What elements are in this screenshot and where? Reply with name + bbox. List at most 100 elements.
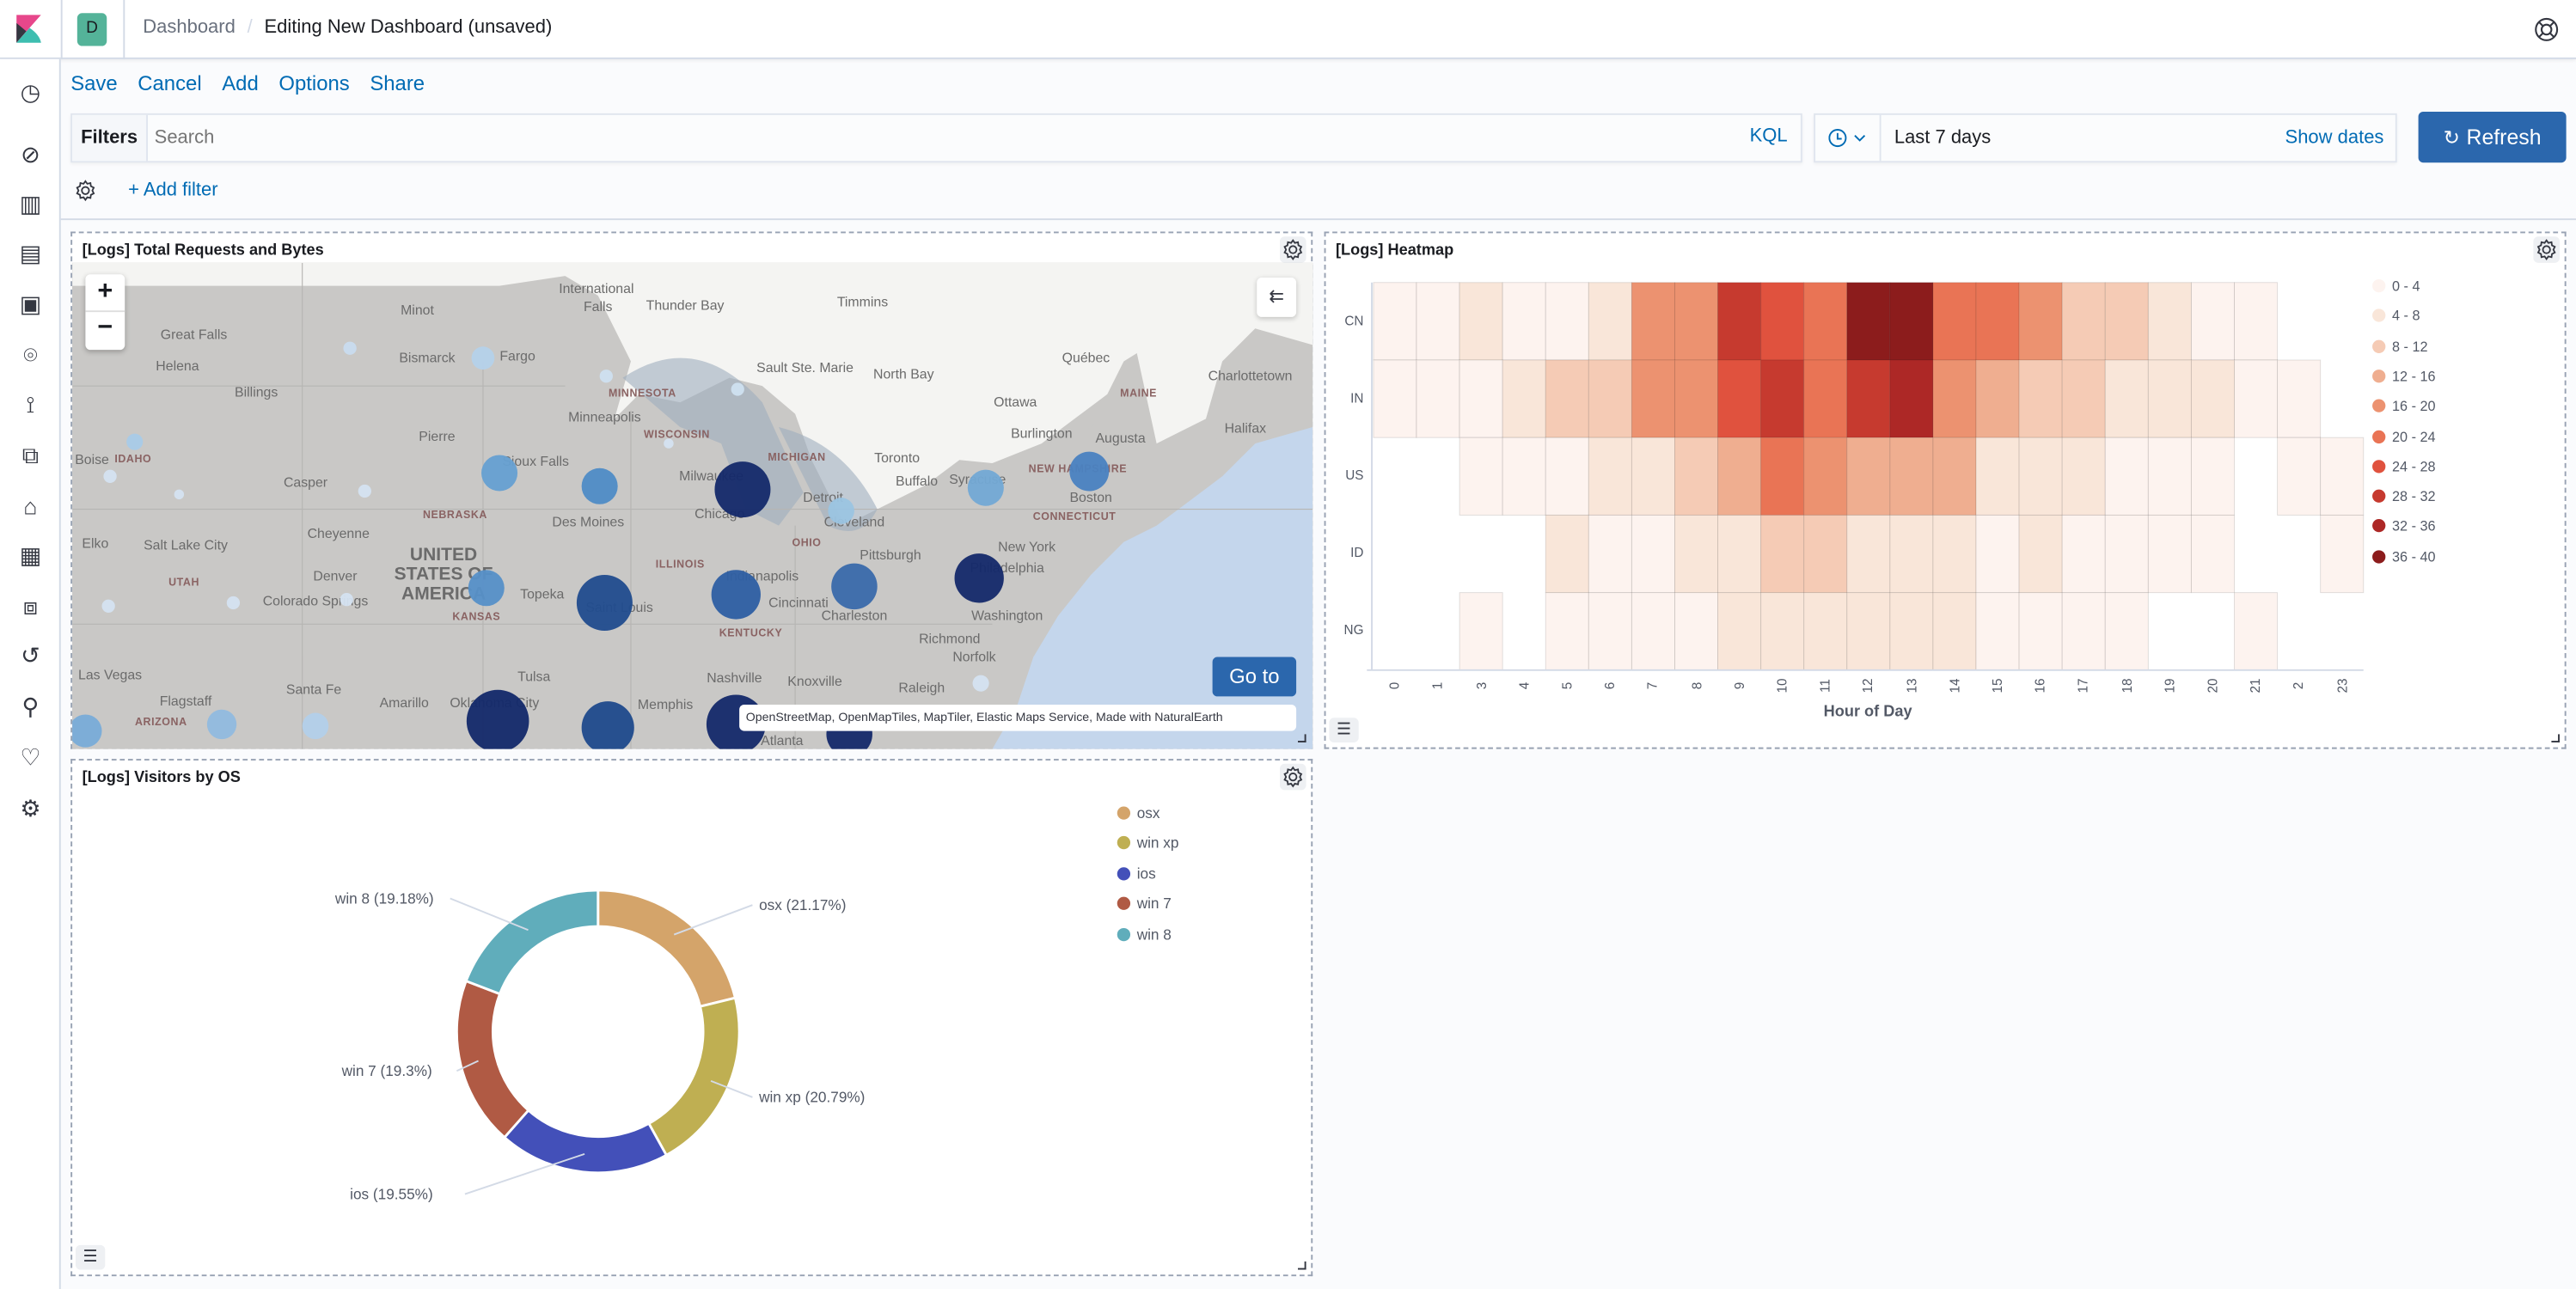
legend-toggle-icon[interactable]: ☰ [75, 1244, 106, 1270]
quick-menu-button[interactable] [1815, 114, 1882, 162]
map-data-point[interactable] [481, 455, 518, 492]
time-range[interactable]: Last 7 days [1894, 128, 1992, 149]
space-avatar[interactable]: D [76, 13, 107, 46]
apm-icon[interactable]: ⧈ [22, 593, 38, 620]
x-tick-label: 9 [1731, 681, 1747, 690]
legend-item[interactable]: 20 - 24 [2372, 428, 2436, 444]
legend-item[interactable]: 36 - 40 [2372, 548, 2436, 565]
options-button[interactable]: Options [278, 72, 350, 95]
map-data-point[interactable] [828, 498, 854, 524]
map-data-point[interactable] [664, 438, 674, 449]
map-data-point[interactable] [954, 553, 1004, 603]
add-button[interactable]: Add [222, 72, 259, 95]
map-data-point[interactable] [471, 346, 495, 370]
legend-swatch [2372, 278, 2386, 293]
map-city-label: Pittsburgh [860, 546, 921, 563]
panel-options-gear-icon[interactable] [1279, 236, 1306, 263]
map-city-label: Halifax [1224, 419, 1267, 437]
map-data-point[interactable] [466, 689, 529, 749]
machine-learning-icon[interactable]: ⟟ [26, 390, 35, 418]
legend-item[interactable]: win 7 [1117, 895, 1172, 912]
map-data-point[interactable] [103, 469, 117, 483]
x-tick-label: 8 [1688, 681, 1704, 690]
save-button[interactable]: Save [70, 72, 118, 95]
legend-item[interactable]: 32 - 36 [2372, 518, 2436, 535]
resize-handle[interactable] [1298, 734, 1306, 742]
layer-control-icon[interactable]: ⇇ [1257, 278, 1297, 317]
map-data-point[interactable] [468, 570, 505, 607]
map-data-point[interactable] [343, 341, 357, 355]
legend-item[interactable]: 28 - 32 [2372, 488, 2436, 504]
map-data-point[interactable] [831, 563, 878, 610]
zoom-in-button[interactable]: + [85, 274, 125, 313]
map-data-point[interactable] [581, 701, 634, 749]
discover-icon[interactable]: ⊘ [21, 141, 40, 168]
goto-button[interactable]: Go to [1212, 657, 1297, 697]
panel-options-gear-icon[interactable] [2533, 236, 2560, 263]
legend-toggle-icon[interactable]: ☰ [1329, 718, 1359, 742]
management-icon[interactable]: ⚙ [20, 795, 41, 822]
map-data-point[interactable] [206, 709, 237, 740]
visualize-icon[interactable]: ▥ [19, 190, 41, 217]
y-tick-label: CN [1344, 313, 1364, 328]
map-data-point[interactable] [731, 382, 744, 396]
map-data-point[interactable] [72, 714, 102, 748]
zoom-out-button[interactable]: − [97, 314, 113, 342]
share-button[interactable]: Share [370, 72, 425, 95]
maps-icon[interactable]: ⌾ [23, 341, 38, 369]
map-canvas[interactable]: Minot Great Falls Helena Billings Bismarck Fa… [72, 262, 1313, 749]
resize-handle[interactable] [1298, 1261, 1306, 1270]
refresh-button[interactable]: ↻ Refresh [2418, 111, 2567, 163]
legend-item[interactable]: 12 - 16 [2372, 368, 2436, 384]
map-data-point[interactable] [972, 675, 989, 692]
cancel-button[interactable]: Cancel [138, 72, 202, 95]
monitoring-icon[interactable]: ♡ [20, 743, 41, 771]
kibana-logo[interactable] [16, 15, 43, 44]
canvas-icon[interactable]: ▣ [19, 290, 41, 317]
graph-icon[interactable]: ⧉ [21, 442, 39, 468]
map-data-point[interactable] [302, 712, 329, 740]
legend-label: win 7 [1136, 895, 1172, 913]
map-data-point[interactable] [174, 489, 185, 500]
map-data-point[interactable] [226, 596, 241, 610]
dashboard-icon[interactable]: ▤ [19, 240, 41, 266]
map-data-point[interactable] [340, 593, 353, 607]
search-input[interactable] [154, 119, 1633, 156]
map-data-point[interactable] [581, 467, 618, 504]
map-data-point[interactable] [599, 370, 613, 383]
legend-item[interactable]: 16 - 20 [2372, 398, 2436, 414]
help-icon[interactable] [2533, 16, 2560, 43]
clock-icon[interactable]: ◷ [20, 78, 41, 106]
legend-item[interactable]: 8 - 12 [2372, 338, 2428, 354]
top-header: D Dashboard / Editing New Dashboard (uns… [0, 0, 2576, 59]
map-data-point[interactable] [1069, 451, 1110, 492]
logs-icon[interactable]: ▦ [19, 541, 41, 569]
breadcrumb-dashboard[interactable]: Dashboard [143, 18, 236, 38]
filters-label: Filters [72, 114, 149, 162]
add-filter-link[interactable]: + Add filter [128, 180, 218, 201]
legend-item[interactable]: 4 - 8 [2372, 308, 2420, 324]
map-data-point[interactable] [101, 599, 115, 613]
legend-item[interactable]: ios [1117, 865, 1156, 882]
kql-toggle[interactable]: KQL [1749, 126, 1788, 147]
legend-item[interactable]: osx [1117, 805, 1160, 822]
map-data-point[interactable] [358, 484, 371, 498]
map-data-point[interactable] [714, 461, 771, 518]
show-dates-link[interactable]: Show dates [2285, 128, 2384, 149]
infrastructure-icon[interactable]: ⌂ [23, 492, 38, 520]
map-state-label: IDAHO [114, 454, 152, 466]
legend-item[interactable]: win 8 [1117, 926, 1172, 942]
legend-item[interactable]: win xp [1117, 835, 1178, 852]
legend-item[interactable]: 0 - 4 [2372, 278, 2420, 294]
map-data-point[interactable] [967, 469, 1004, 506]
map-attribution[interactable]: OpenStreetMap, OpenMapTiles, MapTiler, E… [739, 704, 1297, 731]
uptime-icon[interactable]: ↺ [21, 642, 40, 669]
map-data-point[interactable] [711, 570, 761, 620]
dev-tools-icon[interactable]: ⚲ [21, 693, 40, 720]
resize-handle[interactable] [2551, 734, 2560, 742]
panel-options-gear-icon[interactable] [1279, 763, 1306, 791]
map-data-point[interactable] [126, 433, 144, 450]
filter-settings-icon[interactable] [74, 179, 97, 202]
map-data-point[interactable] [576, 574, 633, 631]
legend-item[interactable]: 24 - 28 [2372, 458, 2436, 474]
